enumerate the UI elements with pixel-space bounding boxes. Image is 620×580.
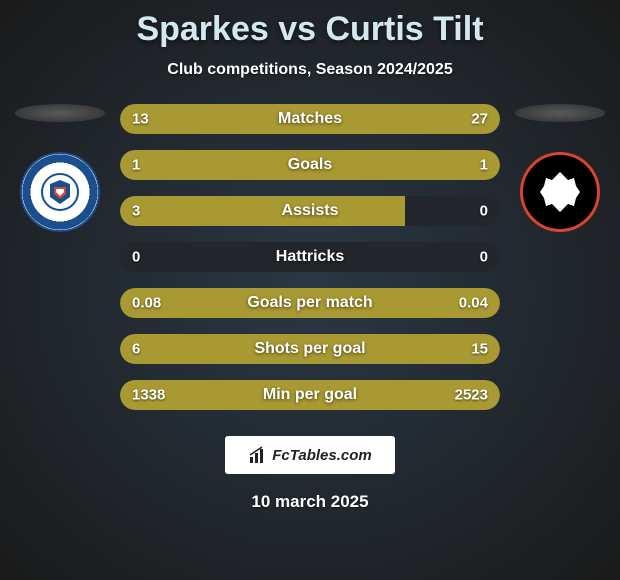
stat-value-right: 0.04	[459, 295, 488, 312]
stat-bar-left	[120, 196, 405, 226]
stat-value-right: 0	[480, 249, 488, 266]
fctables-logo: FcTables.com	[225, 436, 395, 474]
stat-bar-right	[310, 150, 500, 180]
stat-row: 3 0 Assists	[120, 196, 500, 226]
team-badge-left	[20, 152, 100, 232]
player-shadow-right	[515, 104, 605, 122]
stat-row: 6 15 Shots per goal	[120, 334, 500, 364]
stat-label: Goals per match	[247, 294, 372, 312]
stat-value-left: 3	[132, 203, 140, 220]
team-badge-right	[520, 152, 600, 232]
footer-brand-text: FcTables.com	[272, 447, 371, 464]
stat-row: 0.08 0.04 Goals per match	[120, 288, 500, 318]
stat-value-right: 27	[471, 111, 488, 128]
stat-value-right: 2523	[455, 387, 488, 404]
comparison-content: 13 27 Matches 1 1 Goals 3 0 Assists 0 0 Hattricks 0.…	[0, 104, 620, 426]
left-badge-area	[10, 104, 110, 232]
salford-lion-icon	[540, 172, 580, 212]
stat-label: Assists	[282, 202, 339, 220]
stat-row: 0 0 Hattricks	[120, 242, 500, 272]
stat-value-right: 1	[480, 157, 488, 174]
stat-value-left: 0.08	[132, 295, 161, 312]
stat-row: 1 1 Goals	[120, 150, 500, 180]
chart-icon	[248, 445, 268, 465]
stat-label: Goals	[288, 156, 332, 174]
stat-value-left: 0	[132, 249, 140, 266]
stat-value-right: 0	[480, 203, 488, 220]
page-title: Sparkes vs Curtis Tilt	[0, 0, 620, 49]
stat-row: 1338 2523 Min per goal	[120, 380, 500, 410]
stat-label: Matches	[278, 110, 342, 128]
date-text: 10 march 2025	[0, 492, 620, 512]
right-badge-area	[510, 104, 610, 232]
stat-value-left: 1338	[132, 387, 165, 404]
stat-value-left: 13	[132, 111, 149, 128]
stat-label: Min per goal	[263, 386, 357, 404]
stat-value-right: 15	[471, 341, 488, 358]
stat-label: Shots per goal	[254, 340, 365, 358]
subtitle: Club competitions, Season 2024/2025	[0, 61, 620, 79]
stat-bar-left	[120, 150, 310, 180]
stats-bars: 13 27 Matches 1 1 Goals 3 0 Assists 0 0 Hattricks 0.…	[110, 104, 510, 426]
stat-row: 13 27 Matches	[120, 104, 500, 134]
stat-value-left: 1	[132, 157, 140, 174]
chesterfield-crest-icon	[40, 172, 80, 212]
stat-value-left: 6	[132, 341, 140, 358]
stat-label: Hattricks	[276, 248, 344, 266]
player-shadow-left	[15, 104, 105, 122]
